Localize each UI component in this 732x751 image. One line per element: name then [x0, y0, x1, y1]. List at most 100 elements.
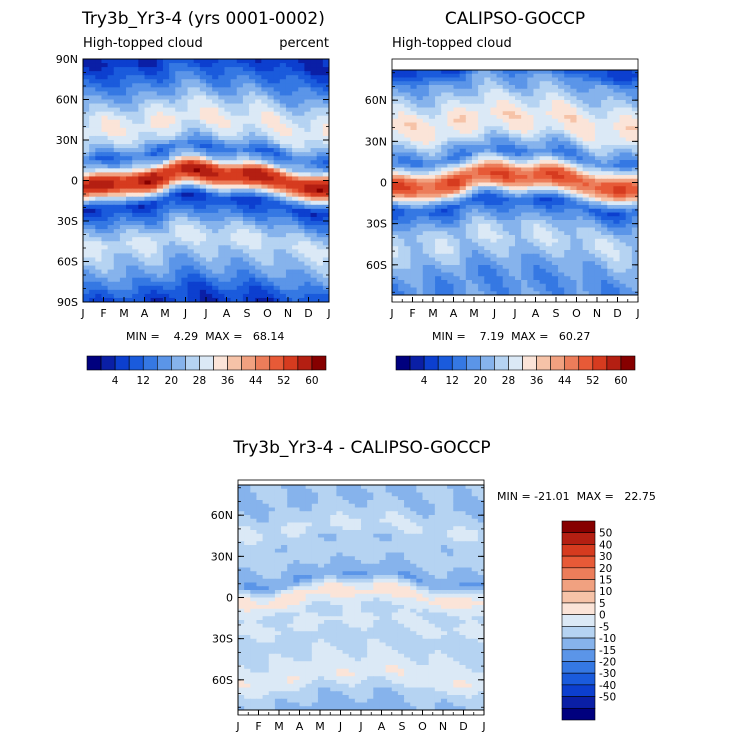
- field-cell: [249, 87, 256, 92]
- field-cell: [119, 204, 127, 210]
- field-cell: [471, 122, 479, 127]
- field-cell: [625, 130, 633, 135]
- field-cell: [236, 156, 244, 161]
- field-cell: [465, 111, 473, 116]
- field-cell: [502, 190, 510, 195]
- field-cell: [89, 115, 96, 121]
- field-cell: [144, 83, 152, 88]
- field-cell: [193, 196, 201, 202]
- field-cell: [169, 91, 176, 97]
- field-cell: [298, 59, 305, 64]
- field-cell: [619, 227, 627, 232]
- field-cell: [447, 88, 455, 94]
- field-cell: [144, 204, 152, 210]
- x-tick-label: M: [160, 307, 170, 320]
- field-cell: [224, 269, 232, 275]
- field-cell: [435, 235, 442, 240]
- field-cell: [255, 237, 262, 242]
- field-cell: [193, 253, 201, 259]
- field-cell: [496, 223, 504, 229]
- field-cell: [279, 265, 287, 271]
- field-cell: [619, 257, 627, 262]
- field-cell: [428, 238, 436, 244]
- field-cell: [218, 204, 226, 210]
- field-cell: [224, 208, 232, 214]
- field-cell: [212, 237, 219, 242]
- field-cell: [175, 281, 182, 287]
- field-cell: [478, 186, 485, 191]
- field-cell: [625, 268, 633, 274]
- field-cell: [83, 204, 90, 210]
- field-cell: [533, 205, 541, 210]
- field-cell: [515, 190, 522, 195]
- field-cell: [156, 95, 164, 101]
- field-cell: [138, 135, 146, 141]
- field-cell: [478, 242, 485, 247]
- field-cell: [273, 119, 281, 125]
- field-cell: [422, 242, 430, 247]
- field-cell: [310, 229, 318, 234]
- field-cell: [261, 127, 269, 133]
- field-cell: [631, 167, 638, 172]
- field-cell: [89, 59, 96, 64]
- field-cell: [83, 83, 90, 88]
- field-cell: [416, 152, 424, 157]
- field-cell: [273, 245, 281, 250]
- field-cell: [570, 167, 578, 172]
- field-cell: [471, 205, 479, 210]
- field-cell: [113, 59, 121, 64]
- field-cell: [441, 92, 448, 97]
- field-cell: [613, 133, 621, 139]
- field-cell: [316, 200, 324, 206]
- field-cell: [83, 196, 90, 202]
- field-cell: [175, 221, 182, 226]
- field-cell: [607, 272, 614, 277]
- field-cell: [316, 233, 324, 238]
- field-cell: [242, 99, 250, 105]
- field-cell: [285, 164, 293, 169]
- field-cell: [564, 280, 571, 285]
- field-cell: [601, 235, 608, 240]
- field-cell: [508, 85, 516, 90]
- field-cell: [459, 238, 467, 244]
- field-cell: [292, 221, 299, 226]
- field-cell: [502, 133, 510, 139]
- field-cell: [144, 281, 152, 287]
- field-cell: [95, 200, 103, 206]
- field-cell: [613, 156, 621, 161]
- field-cell: [144, 148, 152, 153]
- field-cell: [570, 145, 578, 150]
- field-cell: [428, 118, 436, 124]
- field-cell: [193, 79, 201, 84]
- field-cell: [422, 137, 430, 142]
- field-cell: [255, 200, 262, 206]
- field-cell: [273, 115, 281, 121]
- field-cell: [582, 235, 590, 240]
- field-cell: [199, 212, 207, 218]
- field-cell: [410, 231, 418, 236]
- field-cell: [292, 67, 299, 72]
- field-cell: [89, 164, 96, 169]
- field-cell: [625, 201, 633, 206]
- x-tick-label: J: [512, 307, 516, 320]
- field-cell: [588, 268, 596, 274]
- field-cell: [193, 107, 201, 113]
- field-cell: [267, 204, 275, 210]
- field-cell: [304, 253, 312, 259]
- field-cell: [298, 127, 305, 133]
- field-cell: [298, 63, 305, 68]
- field-cell: [601, 291, 608, 295]
- field-cell: [570, 103, 578, 109]
- field-cell: [242, 148, 250, 153]
- field-cell: [132, 131, 139, 137]
- field-cell: [515, 111, 522, 116]
- field-cell: [169, 67, 176, 72]
- field-cell: [392, 291, 399, 295]
- field-cell: [447, 118, 455, 124]
- field-cell: [113, 221, 121, 226]
- field-cell: [132, 95, 139, 101]
- field-cell: [224, 221, 232, 226]
- field-cell: [206, 257, 213, 263]
- field-cell: [138, 91, 146, 97]
- field-cell: [594, 246, 602, 251]
